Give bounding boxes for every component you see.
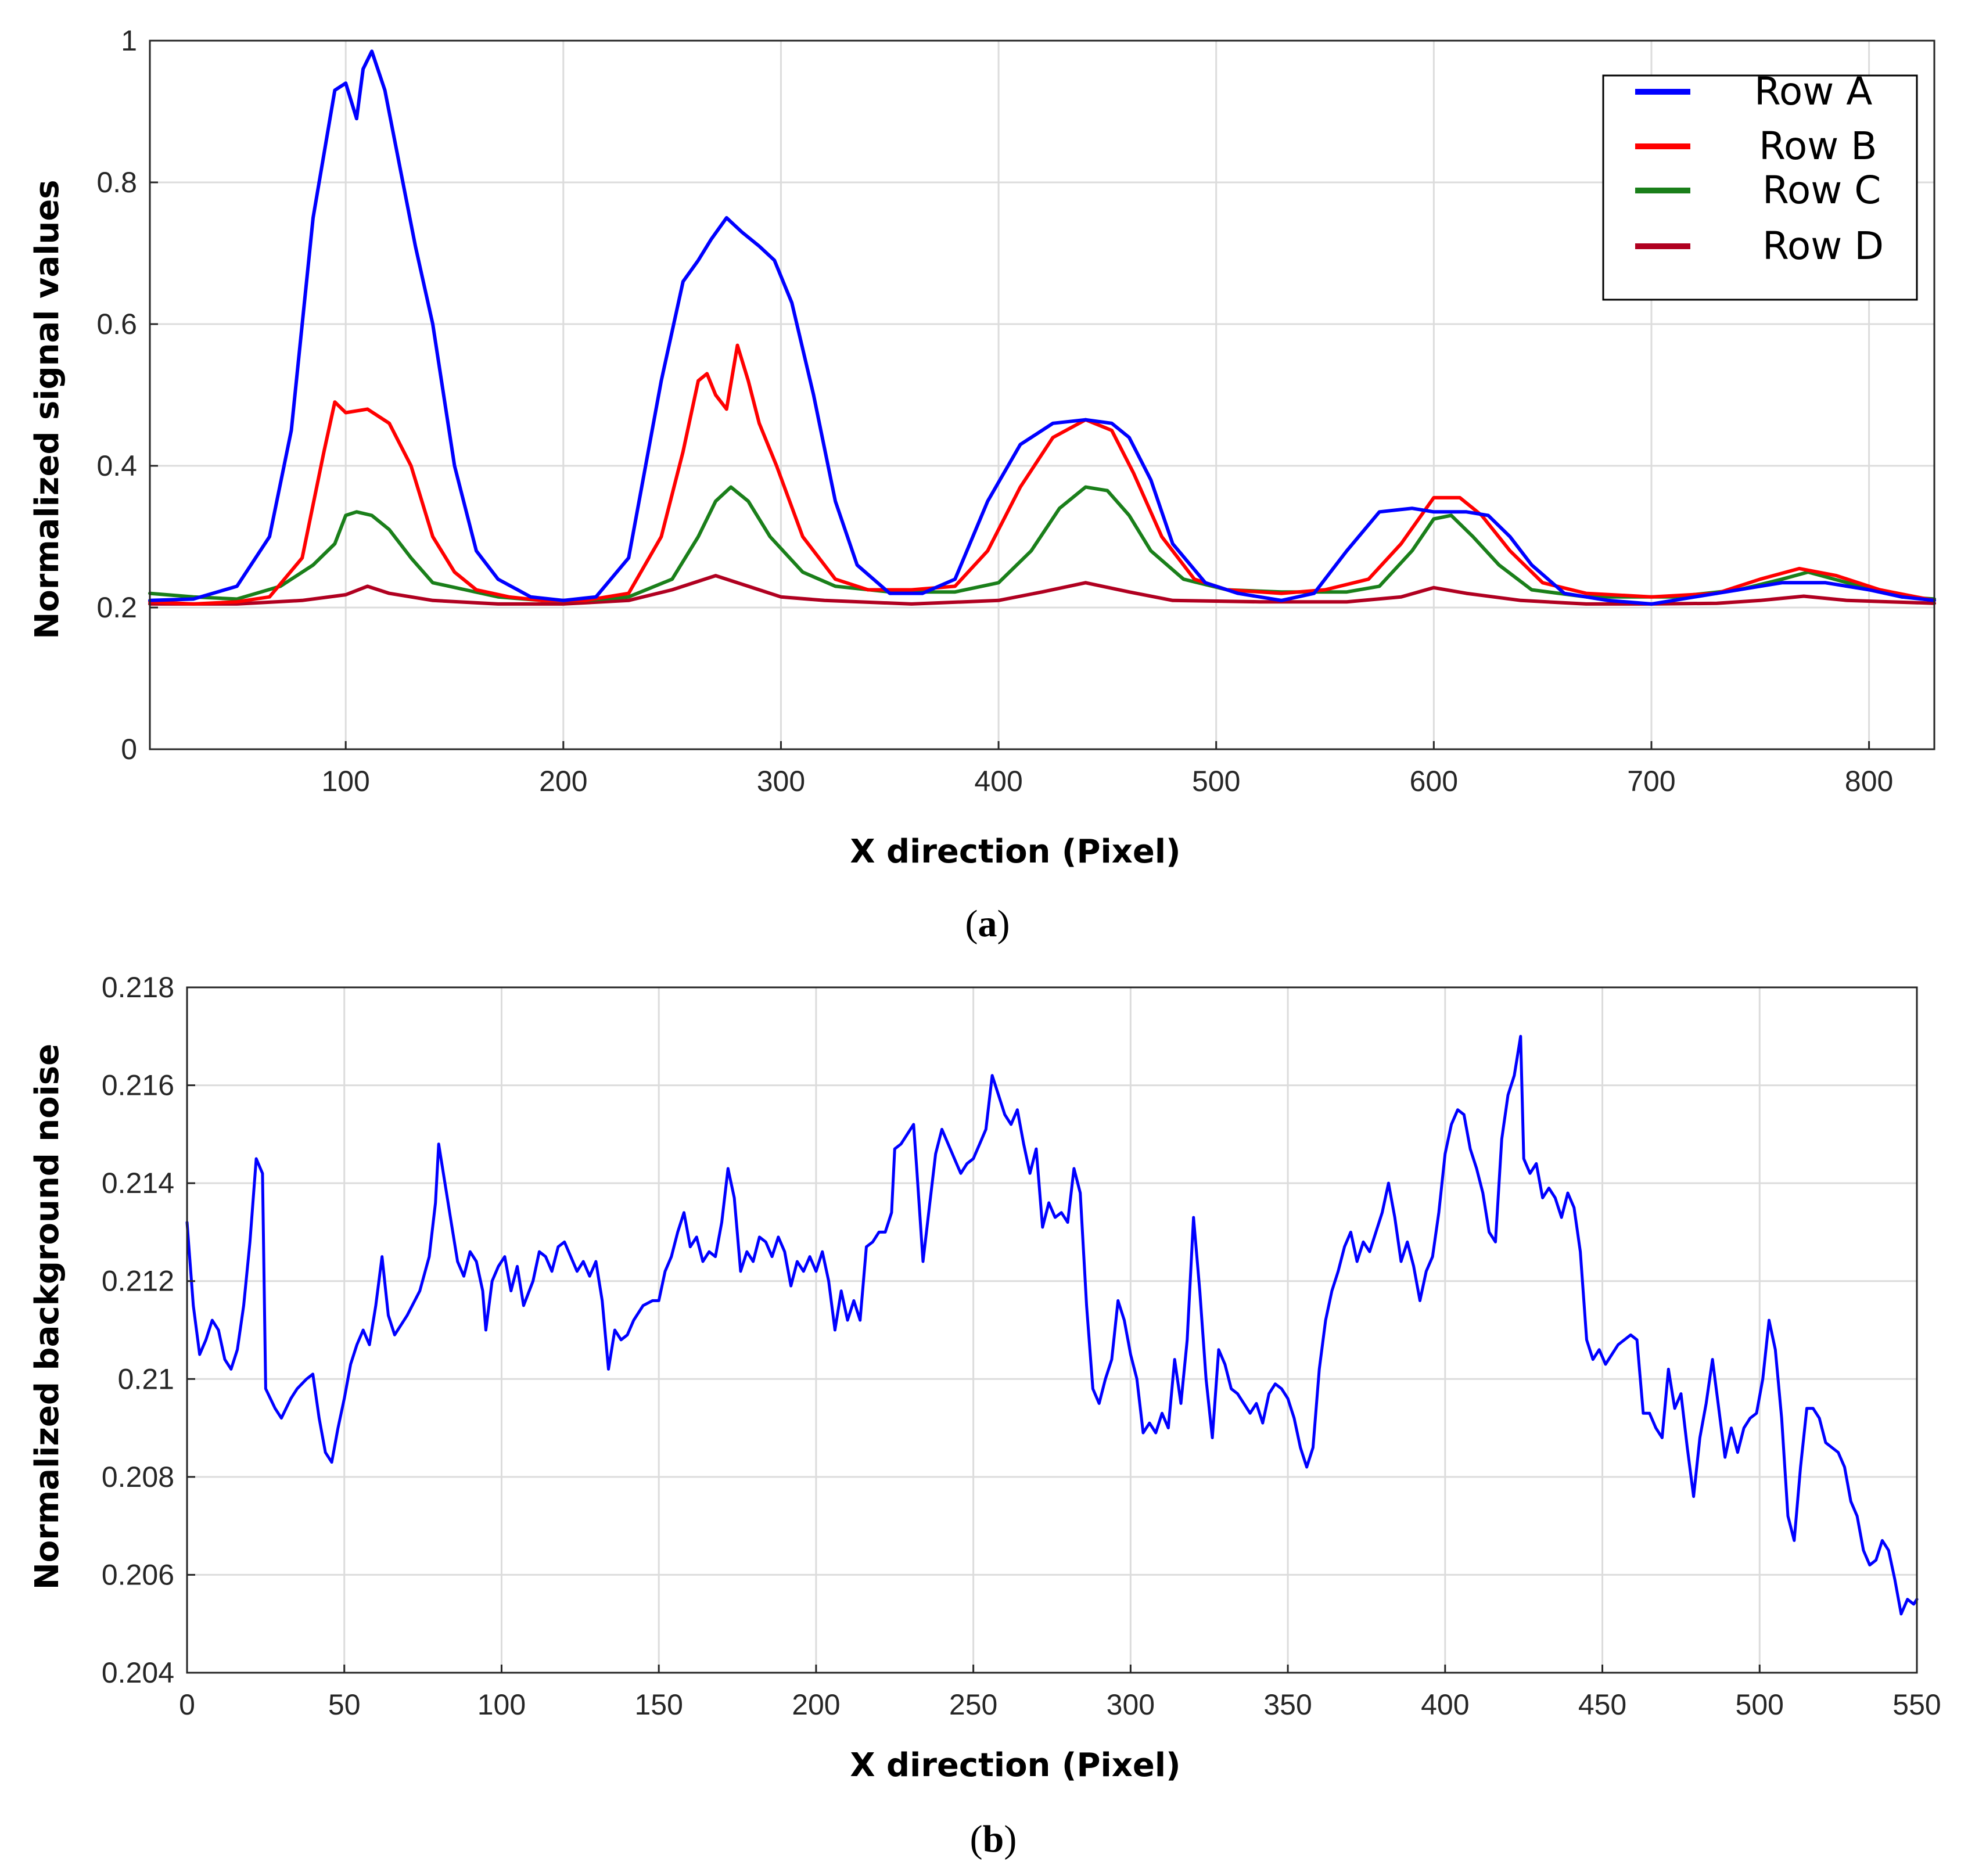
chart-a-series-row-a [148,49,1936,606]
chart-a-x-tick-label: 300 [757,765,805,797]
chart-b-y-axis-label: Normalized background noise [28,1044,66,1590]
chart-a-y-tick-label: 1 [121,24,137,57]
chart-b-series-background-noise [185,1034,1919,1616]
chart-b-x-tick-label: 100 [477,1688,526,1721]
chart-b-y-tick-label: 0.204 [102,1656,174,1689]
chart-a-series-row-d [148,574,1936,606]
chart-b-y-tick-label: 0.212 [102,1265,174,1298]
chart-a-y-axis-label: Normalized signal values [28,179,66,639]
chart-a-caption: (a) [965,903,1010,945]
chart-a-y-tick-label: 0.6 [96,308,137,340]
chart-a-plot-frame [149,39,1935,750]
chart-b-x-tick-label: 50 [328,1688,361,1721]
chart-a-x-tick-label: 700 [1627,765,1675,797]
chart-b-y-tick-label: 0.21 [118,1363,174,1395]
chart-a-x-tick-label: 800 [1845,765,1893,797]
chart-a-y-tick-label: 0.8 [96,166,137,199]
chart-a-series-row-c [148,485,1936,602]
chart-b-caption-letter: b [983,1818,1004,1860]
chart-b-x-tick-label: 500 [1736,1688,1784,1721]
chart-a-y-tick-label: 0.2 [96,591,137,624]
chart-b-y-tick-label: 0.208 [102,1461,174,1493]
chart-b-y-tick-label: 0.218 [102,971,174,1004]
chart-b-x-tick-label: 550 [1892,1688,1941,1721]
chart-a: 100 200 300 400 500 600 700 800 0 0.2 0.4 0.6 0.8 1 X… [28,24,1936,945]
legend-label-row-b: Row B [1759,124,1877,168]
chart-b-x-tick-label: 450 [1578,1688,1626,1721]
chart-a-y-tick-label: 0 [121,733,137,766]
chart-b-x-tick-label: 350 [1263,1688,1312,1721]
chart-b-x-tick-label: 0 [179,1688,195,1721]
chart-b-y-tick-label: 0.214 [102,1167,174,1199]
chart-a-x-tick-label: 500 [1192,765,1240,797]
chart-b-x-tick-label: 150 [634,1688,683,1721]
chart-a-caption-letter: a [978,903,997,945]
chart-b-caption: (b) [970,1818,1017,1860]
chart-a-x-tick-label: 600 [1410,765,1458,797]
chart-b-x-tick-label: 200 [792,1688,840,1721]
chart-a-x-tick-label: 200 [539,765,587,797]
chart-b-y-tick-label: 0.206 [102,1558,174,1591]
legend-label-row-d: Row D [1762,224,1884,268]
legend-label-row-c: Row C [1762,168,1881,213]
chart-b-x-tick-label: 400 [1421,1688,1469,1721]
chart-b: 0 50 100 150 200 250 300 350 400 450 500 550 0.204 0.… [28,971,1941,1860]
chart-a-y-tick-label: 0.4 [96,450,137,482]
chart-a-x-axis-label: X direction (Pixel) [850,833,1180,871]
chart-a-x-tick-label: 100 [321,765,369,797]
chart-b-y-tick-label: 0.216 [102,1069,174,1102]
chart-b-plot-frame [186,986,1918,1674]
chart-b-x-axis-label: X direction (Pixel) [850,1746,1180,1784]
chart-b-x-tick-label: 300 [1107,1688,1155,1721]
chart-a-x-tick-label: 400 [974,765,1022,797]
chart-b-x-tick-label: 250 [949,1688,997,1721]
chart-a-series-row-b [148,343,1936,606]
legend-label-row-a: Row A [1754,69,1872,114]
